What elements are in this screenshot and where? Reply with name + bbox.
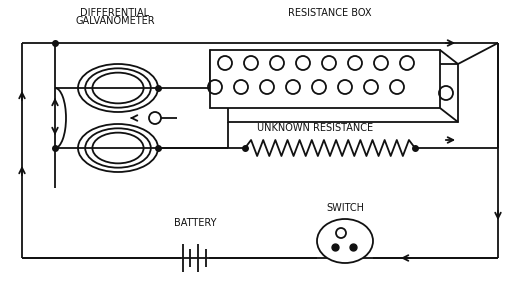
Text: RESISTANCE BOX: RESISTANCE BOX <box>288 8 372 18</box>
Text: BATTERY: BATTERY <box>174 218 216 228</box>
Text: GALVANOMETER: GALVANOMETER <box>75 16 155 26</box>
Text: UNKNOWN RESISTANCE: UNKNOWN RESISTANCE <box>257 123 373 133</box>
Text: DIFFERENTIAL: DIFFERENTIAL <box>80 8 150 18</box>
Circle shape <box>336 228 346 238</box>
Ellipse shape <box>317 219 373 263</box>
Bar <box>210 50 440 108</box>
Bar <box>228 64 458 122</box>
Text: SWITCH: SWITCH <box>326 203 364 213</box>
